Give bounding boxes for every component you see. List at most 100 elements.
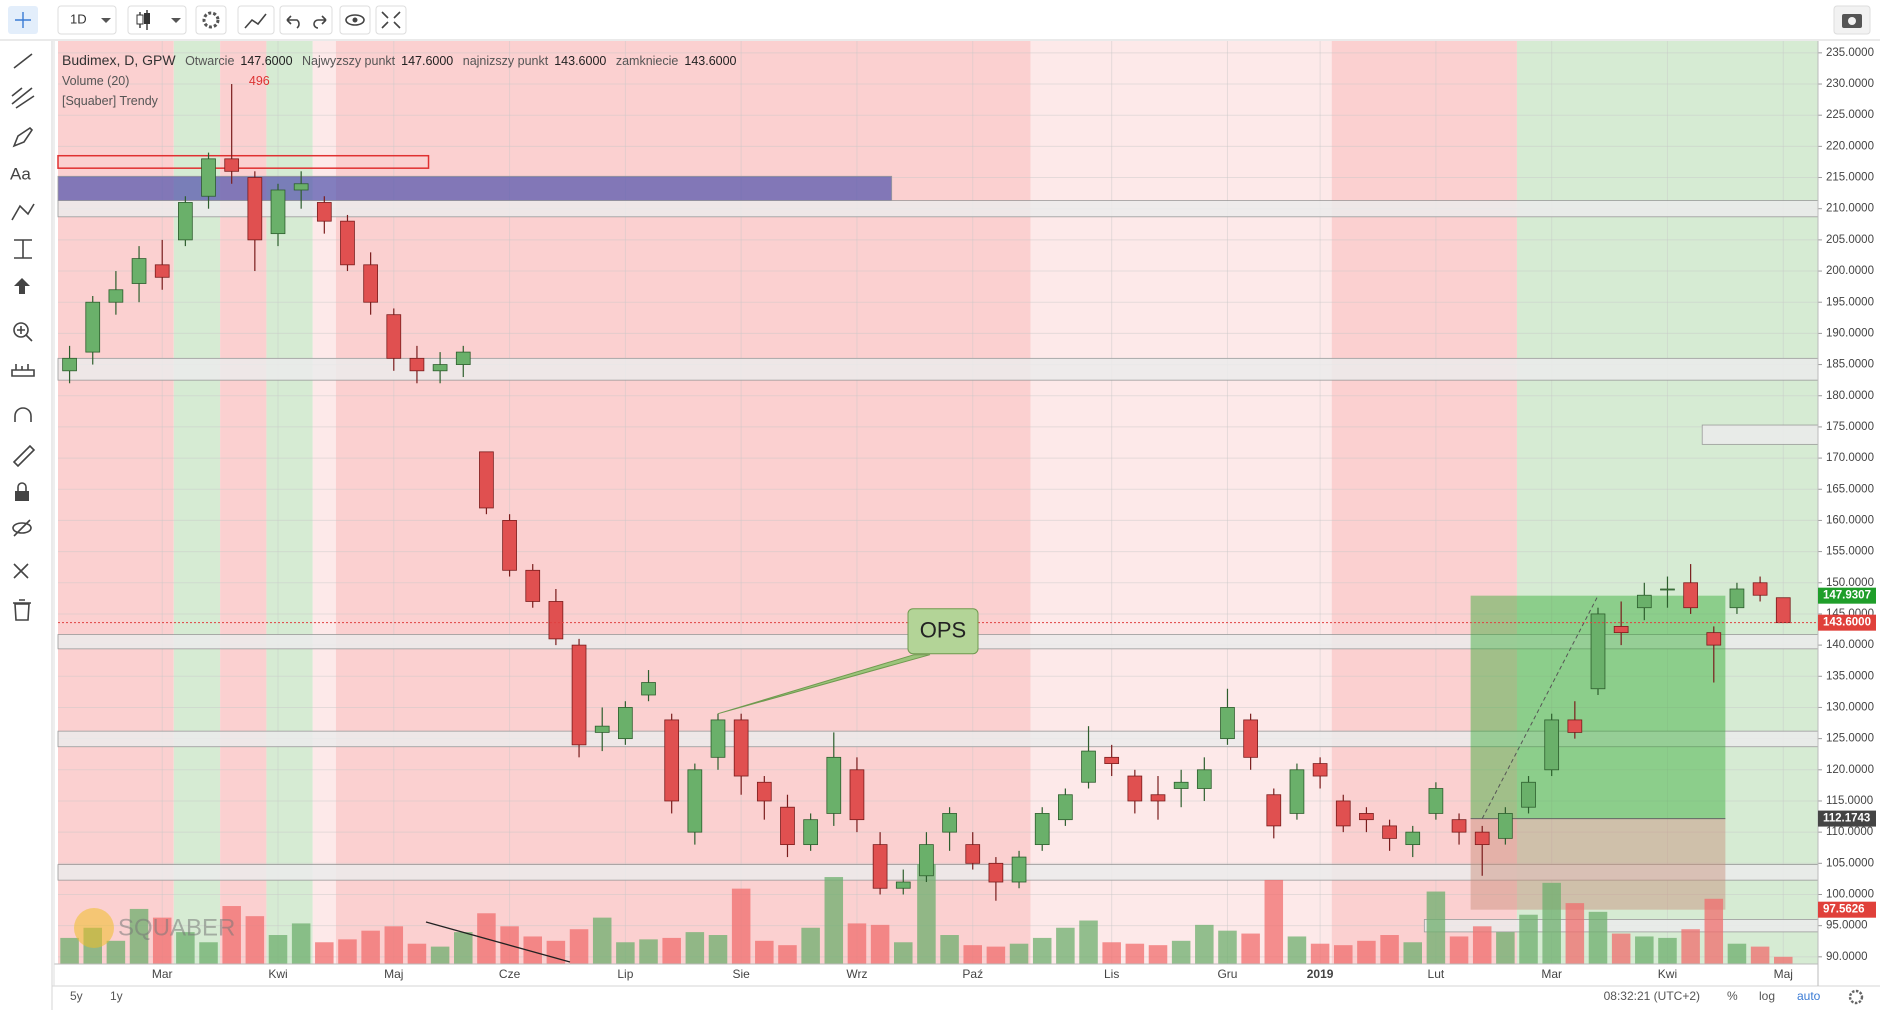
candle-body bbox=[1544, 719, 1560, 771]
candle-body bbox=[455, 351, 471, 365]
brush-tool[interactable] bbox=[12, 126, 34, 148]
candle-body bbox=[247, 177, 263, 241]
volume-bar bbox=[1496, 932, 1515, 964]
price-zone bbox=[57, 175, 893, 202]
y-tick-label: 235.0000 bbox=[1826, 47, 1874, 59]
y-tick-label: 200.0000 bbox=[1826, 265, 1874, 277]
interval-button[interactable] bbox=[57, 5, 117, 35]
candle-body bbox=[293, 183, 309, 191]
volume-bar bbox=[407, 943, 427, 964]
candle-body bbox=[733, 719, 749, 777]
y-tick-label: 140.0000 bbox=[1826, 639, 1874, 651]
candle-body bbox=[131, 258, 147, 284]
camera-icon bbox=[1848, 17, 1856, 25]
price-marker bbox=[1818, 810, 1876, 827]
candle-body bbox=[1405, 831, 1421, 846]
auto-toggle[interactable]: auto bbox=[1797, 989, 1821, 1003]
zoom-tool[interactable] bbox=[17, 326, 33, 342]
trash-tool[interactable] bbox=[13, 599, 31, 621]
candle-body bbox=[525, 569, 541, 602]
price-marker-label: 112.1743 bbox=[1823, 813, 1870, 825]
lock-drawings[interactable] bbox=[12, 444, 36, 468]
log-toggle[interactable]: log bbox=[1759, 989, 1775, 1003]
position-stop bbox=[1470, 818, 1726, 910]
text-tool[interactable]: Aa bbox=[10, 164, 31, 183]
volume-bar bbox=[917, 864, 936, 964]
remove-tool[interactable] bbox=[13, 563, 29, 579]
volume-bar bbox=[291, 923, 311, 964]
fib-tool[interactable] bbox=[11, 87, 35, 109]
range-button[interactable]: 1y bbox=[110, 989, 123, 1003]
candle-body bbox=[919, 844, 934, 877]
watermark: SQUABER bbox=[118, 914, 235, 941]
settings-button[interactable] bbox=[195, 5, 227, 35]
pattern-tool[interactable] bbox=[11, 203, 35, 221]
volume-bar bbox=[1380, 935, 1399, 964]
y-tick-label: 205.0000 bbox=[1826, 234, 1874, 246]
bottom-bar: 5y 1y 08:32:21 (UTC+2) % log auto bbox=[52, 985, 1880, 1005]
lock-tool[interactable] bbox=[15, 491, 29, 501]
y-tick-label: 190.0000 bbox=[1826, 327, 1874, 339]
candle-icon bbox=[136, 14, 144, 25]
candle-body bbox=[316, 202, 332, 222]
volume-bar bbox=[315, 942, 334, 964]
y-tick-label: 115.0000 bbox=[1826, 795, 1873, 807]
candle-body bbox=[1173, 781, 1189, 789]
candle-icon bbox=[144, 13, 150, 24]
candle-body bbox=[409, 357, 425, 372]
candle-body bbox=[502, 520, 517, 571]
fullscreen-button[interactable] bbox=[375, 5, 407, 35]
volume-bar bbox=[338, 939, 357, 964]
y-tick-label: 105.0000 bbox=[1826, 857, 1874, 869]
arrow-tool[interactable] bbox=[14, 278, 30, 294]
volume-bar bbox=[546, 940, 566, 964]
candle-body bbox=[641, 682, 656, 696]
x-tick-label: Kwi bbox=[1658, 967, 1677, 981]
magnet-tool[interactable] bbox=[14, 407, 32, 422]
candle-body bbox=[1150, 794, 1166, 802]
indicators-button[interactable] bbox=[237, 5, 275, 35]
settings-icon[interactable] bbox=[1848, 989, 1864, 1005]
candle-body bbox=[710, 719, 726, 758]
candle-body bbox=[1660, 588, 1675, 591]
price-zone bbox=[57, 154, 430, 169]
range-button[interactable]: 5y bbox=[70, 989, 83, 1003]
percent-toggle[interactable]: % bbox=[1727, 989, 1738, 1003]
y-tick-label: 170.0000 bbox=[1826, 452, 1874, 464]
candle-body bbox=[178, 202, 193, 241]
undo-redo[interactable] bbox=[279, 5, 333, 35]
candle-body bbox=[1011, 856, 1027, 883]
ruler-tool[interactable] bbox=[11, 364, 35, 377]
y-tick-label: 120.0000 bbox=[1826, 764, 1874, 776]
zoom-tool[interactable] bbox=[13, 322, 29, 338]
candle-body bbox=[1196, 769, 1212, 789]
volume-bar bbox=[731, 888, 751, 964]
volume-bar bbox=[1310, 943, 1330, 964]
volume-bar bbox=[268, 935, 288, 964]
volume-bar bbox=[1009, 943, 1029, 964]
hide-tool[interactable] bbox=[12, 522, 32, 534]
volume-bar bbox=[824, 877, 844, 964]
hide-tool[interactable] bbox=[13, 519, 31, 537]
trend-zone bbox=[1516, 41, 1818, 964]
candle-body bbox=[1451, 819, 1467, 833]
candle-body bbox=[386, 314, 402, 359]
candle-body bbox=[62, 357, 77, 372]
eye-icon bbox=[352, 17, 358, 23]
volume-bar bbox=[1403, 942, 1422, 964]
y-tick-label: 100.0000 bbox=[1826, 889, 1874, 901]
volume-bar bbox=[1542, 882, 1561, 964]
chart-style-button[interactable] bbox=[127, 5, 187, 35]
y-tick-label: 215.0000 bbox=[1826, 172, 1874, 184]
candle-body bbox=[154, 264, 170, 278]
candle-body bbox=[1590, 613, 1606, 690]
y-tick-label: 220.0000 bbox=[1826, 140, 1874, 152]
x-tick-label: Lis bbox=[1104, 967, 1119, 981]
measure-tool[interactable] bbox=[14, 239, 32, 259]
gear-icon bbox=[202, 11, 220, 29]
trendline-tool[interactable] bbox=[13, 53, 33, 69]
lock-tool[interactable] bbox=[17, 482, 27, 491]
candle-body bbox=[618, 707, 633, 740]
volume-bar bbox=[801, 927, 820, 964]
